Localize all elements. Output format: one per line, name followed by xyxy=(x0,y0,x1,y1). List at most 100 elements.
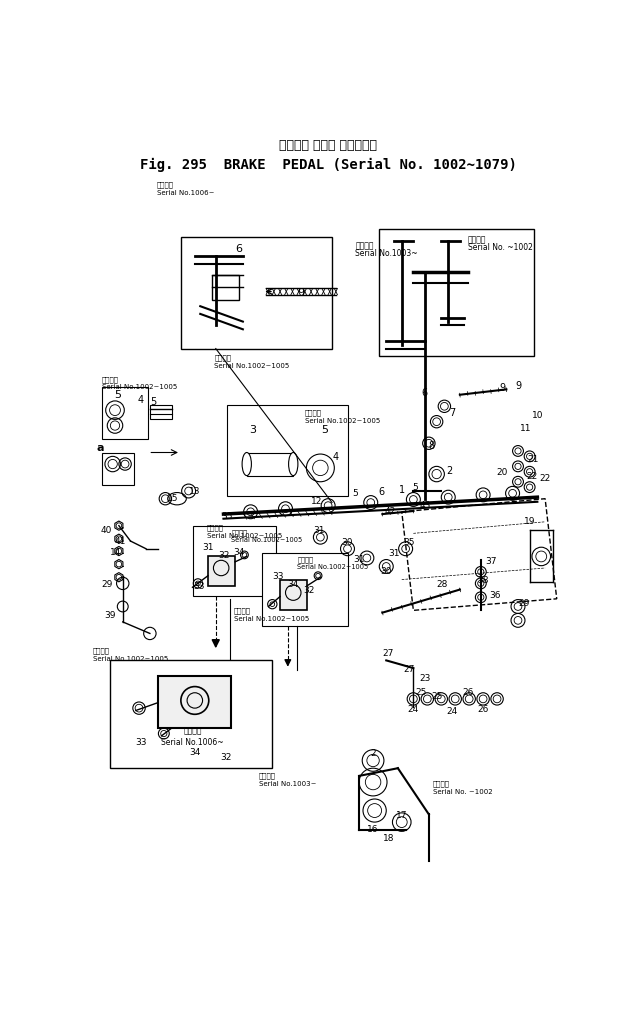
Text: 24: 24 xyxy=(447,706,458,715)
Text: Serial No.1002~1005: Serial No.1002~1005 xyxy=(102,384,177,390)
Text: 17: 17 xyxy=(396,810,408,819)
Text: 30: 30 xyxy=(381,567,392,576)
Text: 5: 5 xyxy=(114,389,121,399)
Text: 9: 9 xyxy=(297,288,304,298)
Bar xyxy=(150,406,172,419)
Text: 8: 8 xyxy=(428,440,434,450)
Text: 適用号機
Serial No.1002~1005: 適用号機 Serial No.1002~1005 xyxy=(234,606,310,621)
Text: 34: 34 xyxy=(233,547,245,556)
Text: 25: 25 xyxy=(431,691,442,700)
Bar xyxy=(212,276,239,301)
Bar xyxy=(262,553,347,626)
Text: 10: 10 xyxy=(531,410,543,419)
Text: 適用号機
Serial No.1006~: 適用号機 Serial No.1006~ xyxy=(157,181,215,196)
Bar xyxy=(102,453,135,485)
Text: 14: 14 xyxy=(110,547,121,556)
Text: 32: 32 xyxy=(220,752,231,761)
Text: 適用号機: 適用号機 xyxy=(355,240,374,250)
Text: 33: 33 xyxy=(272,572,283,581)
Text: 37: 37 xyxy=(485,556,497,566)
Bar xyxy=(208,557,235,586)
Text: 適用号機: 適用号機 xyxy=(297,556,313,562)
Text: 34: 34 xyxy=(189,747,201,756)
Text: 42: 42 xyxy=(385,506,395,516)
Ellipse shape xyxy=(242,453,251,476)
Text: 4: 4 xyxy=(333,451,339,462)
Text: 適用号機: 適用号機 xyxy=(468,234,486,244)
Polygon shape xyxy=(402,499,557,610)
Text: 6: 6 xyxy=(421,388,428,398)
Text: 31: 31 xyxy=(388,548,400,557)
Text: 18: 18 xyxy=(383,834,394,842)
Bar xyxy=(158,677,231,729)
Text: 40: 40 xyxy=(101,526,112,535)
Text: 35: 35 xyxy=(222,512,233,521)
Text: 23: 23 xyxy=(419,674,431,682)
Text: 38: 38 xyxy=(478,576,489,585)
Text: 20: 20 xyxy=(497,468,508,477)
Text: 34: 34 xyxy=(288,580,299,588)
Bar xyxy=(280,580,307,610)
Text: 33: 33 xyxy=(193,582,204,591)
Text: 39: 39 xyxy=(104,610,115,620)
Text: 5: 5 xyxy=(151,396,157,407)
Polygon shape xyxy=(247,453,293,476)
Text: 25: 25 xyxy=(415,687,427,696)
Text: 22: 22 xyxy=(526,472,538,481)
Ellipse shape xyxy=(288,453,298,476)
Text: 適用号機
Serial No.1003~: 適用号機 Serial No.1003~ xyxy=(259,772,317,787)
Text: 7: 7 xyxy=(449,408,455,418)
Text: 26: 26 xyxy=(462,687,473,696)
Text: 22: 22 xyxy=(540,473,551,482)
Text: 32: 32 xyxy=(303,586,315,594)
Text: Serial No.1002~1005: Serial No.1002~1005 xyxy=(297,564,369,570)
Text: 適用号機: 適用号機 xyxy=(183,726,202,735)
Text: 15: 15 xyxy=(167,493,179,502)
Text: 適用号機: 適用号機 xyxy=(305,409,322,416)
Text: 29: 29 xyxy=(101,580,113,588)
Text: 28: 28 xyxy=(437,580,447,588)
Text: 41: 41 xyxy=(115,536,126,545)
Text: 適用号機: 適用号機 xyxy=(102,376,119,383)
Bar xyxy=(192,526,276,597)
Text: 32: 32 xyxy=(218,551,229,559)
Text: 9: 9 xyxy=(499,383,506,392)
Text: 31: 31 xyxy=(313,526,324,535)
Text: 19: 19 xyxy=(524,517,535,525)
Text: 31: 31 xyxy=(203,542,213,551)
Text: 13: 13 xyxy=(189,487,201,496)
Text: ブレーキ ペダル （適用号機: ブレーキ ペダル （適用号機 xyxy=(279,139,377,152)
Text: 27: 27 xyxy=(404,664,415,673)
Text: Serial No.1006~: Serial No.1006~ xyxy=(161,737,224,746)
Text: 26: 26 xyxy=(478,704,489,713)
Text: Serial No.1002~1005: Serial No.1002~1005 xyxy=(231,536,303,542)
Text: 2: 2 xyxy=(447,466,453,476)
Bar xyxy=(110,660,272,768)
Text: a: a xyxy=(97,442,104,452)
Text: 2: 2 xyxy=(370,749,376,757)
Text: 9: 9 xyxy=(516,380,522,390)
Bar xyxy=(378,230,533,357)
Text: 29: 29 xyxy=(519,598,530,607)
Text: Serial No. ~1002: Serial No. ~1002 xyxy=(468,243,533,252)
Text: Serial No.1002~1005: Serial No.1002~1005 xyxy=(305,418,380,424)
Text: 適用号機
Serial No.1002~1005: 適用号機 Serial No.1002~1005 xyxy=(92,646,168,661)
Text: 27: 27 xyxy=(382,648,394,657)
Text: 21: 21 xyxy=(528,454,539,464)
Text: 適用号機: 適用号機 xyxy=(231,529,247,536)
Text: 適用号機
Serial No. ~1002: 適用号機 Serial No. ~1002 xyxy=(433,780,492,795)
Text: 4: 4 xyxy=(138,394,144,405)
Text: 33: 33 xyxy=(135,737,146,746)
Text: 11: 11 xyxy=(520,424,531,433)
Text: 31: 31 xyxy=(353,554,365,564)
Text: 35: 35 xyxy=(404,537,415,546)
Text: 1: 1 xyxy=(399,485,405,495)
Text: 3: 3 xyxy=(249,425,256,435)
Text: 5: 5 xyxy=(353,488,358,497)
Text: 16: 16 xyxy=(367,824,379,833)
Bar xyxy=(228,406,347,496)
Text: 30: 30 xyxy=(342,537,353,546)
Text: 5: 5 xyxy=(320,425,328,435)
Text: Fig. 295  BRAKE  PEDAL (Serial No. 1002~1079): Fig. 295 BRAKE PEDAL (Serial No. 1002~10… xyxy=(140,158,517,171)
Text: 36: 36 xyxy=(489,591,501,600)
